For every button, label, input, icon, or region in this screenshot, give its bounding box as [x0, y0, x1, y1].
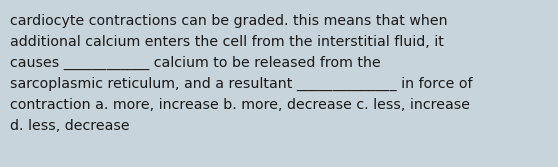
Text: cardiocyte contractions can be graded. this means that when: cardiocyte contractions can be graded. t…: [10, 14, 448, 28]
Text: additional calcium enters the cell from the interstitial fluid, it: additional calcium enters the cell from …: [10, 35, 444, 49]
Text: causes ____________ calcium to be released from the: causes ____________ calcium to be releas…: [10, 56, 381, 70]
Text: contraction a. more, increase b. more, decrease c. less, increase: contraction a. more, increase b. more, d…: [10, 98, 470, 112]
Text: d. less, decrease: d. less, decrease: [10, 119, 129, 133]
Text: sarcoplasmic reticulum, and a resultant ______________ in force of: sarcoplasmic reticulum, and a resultant …: [10, 77, 473, 91]
